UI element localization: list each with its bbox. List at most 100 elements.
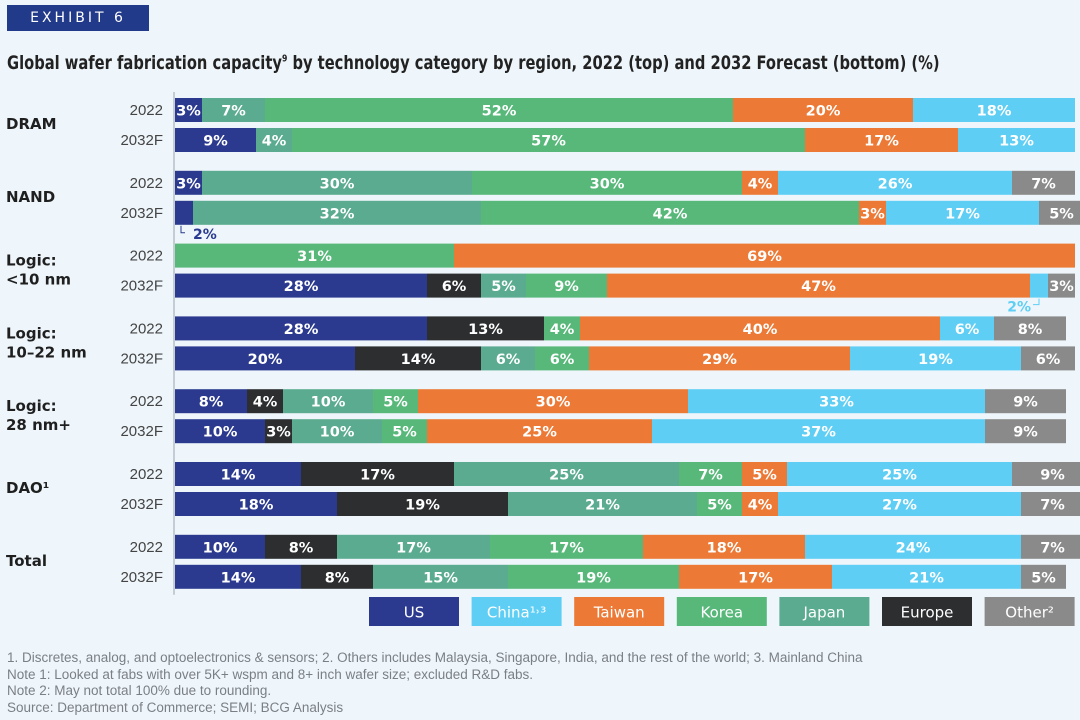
bar-value-label: 10% — [203, 540, 238, 556]
bar-segment-japan — [283, 389, 373, 414]
bar-segment-other — [1021, 564, 1066, 589]
bar-value-label: 9% — [1013, 395, 1038, 411]
bar-segment-other — [994, 316, 1066, 341]
group-label: Logic: — [6, 397, 57, 415]
bar-value-label: 5% — [491, 279, 516, 295]
bar-segment-us — [175, 316, 427, 341]
bar-value-label: 17% — [396, 540, 431, 556]
bar-segment-us — [175, 128, 256, 152]
bar-segment-taiwan — [580, 316, 940, 341]
bar-segment-other — [1012, 170, 1075, 195]
bar-value-label: 52% — [482, 104, 517, 120]
bar-value-label: 6% — [442, 279, 467, 295]
bar-value-label: 8% — [1018, 322, 1043, 338]
bar-segment-korea — [481, 200, 859, 225]
bar-value-label: 8% — [289, 540, 314, 556]
bar-segment-japan — [337, 534, 490, 559]
year-label: 2022 — [130, 539, 163, 556]
bar-segment-us — [175, 462, 301, 486]
bar-value-label: 13% — [468, 322, 503, 338]
bar-segment-taiwan — [454, 243, 1075, 268]
footnote-line: 1. Discretes, analog, and optoelectronic… — [7, 650, 863, 665]
bar-value-label: 17% — [360, 468, 395, 484]
bar-value-label: 19% — [576, 570, 611, 586]
group-label: <10 nm — [6, 271, 71, 289]
bar-value-label: 4% — [253, 395, 278, 411]
bar-value-label: 37% — [801, 425, 836, 441]
bar-value-label: 24% — [896, 540, 931, 556]
legend-label: Korea — [701, 604, 744, 622]
bar-segment-korea — [490, 534, 643, 559]
group-label: DAO¹ — [6, 479, 49, 497]
bar-segment-taiwan — [859, 200, 886, 225]
bar-segment-europe — [337, 492, 508, 516]
bar-value-label: 9% — [554, 279, 579, 295]
bar-value-label: 30% — [536, 395, 571, 411]
chart-title-rest: by technology category by region, 2022 (… — [287, 52, 940, 74]
bar-segment-taiwan — [607, 273, 1030, 298]
bar-segment-china — [652, 419, 985, 444]
bar-value-label: 15% — [423, 570, 458, 586]
bar-segment-taiwan — [589, 346, 850, 371]
bar-value-label: 3% — [860, 206, 885, 222]
bar-segment-japan — [292, 419, 382, 444]
bar-value-label: 25% — [522, 425, 557, 441]
bar-segment-taiwan — [742, 170, 778, 195]
year-label: 2032F — [120, 423, 163, 440]
bar-segment-other — [1021, 534, 1080, 559]
chart-title-main: Global wafer fabrication capacity — [7, 52, 282, 74]
bar-value-label: 14% — [221, 570, 256, 586]
bar-segment-us — [175, 492, 337, 516]
bar-segment-taiwan — [679, 564, 832, 589]
bar-segment-taiwan — [733, 98, 913, 122]
year-label: 2022 — [130, 393, 163, 410]
bar-segment-korea — [679, 462, 742, 486]
bar-value-label: 4% — [550, 322, 575, 338]
bar-segment-europe — [265, 534, 337, 559]
bar-value-label: 18% — [977, 104, 1012, 120]
bar-value-label: 30% — [320, 176, 355, 192]
bar-segment-china — [805, 534, 1021, 559]
bar-value-label: 5% — [392, 425, 417, 441]
legend-swatch-korea — [676, 597, 767, 626]
bar-segment-us — [175, 98, 202, 122]
bar-value-label: 27% — [882, 498, 917, 514]
group-label: Logic: — [6, 252, 57, 270]
bar-segment-taiwan — [805, 128, 958, 152]
legend-swatch-japan — [779, 597, 870, 626]
bar-value-label: 69% — [747, 249, 782, 265]
bar-segment-korea — [175, 243, 454, 268]
bar-segment-china — [787, 462, 1012, 486]
legend-swatch-other — [984, 597, 1075, 626]
bar-segment-korea — [292, 128, 805, 152]
bar-segment-korea — [508, 564, 679, 589]
bar-segment-us — [175, 200, 193, 225]
bar-value-label: 17% — [864, 134, 899, 150]
bar-segment-us — [175, 273, 427, 298]
bar-segment-china — [850, 346, 1021, 371]
bar-segment-other — [1021, 492, 1080, 516]
legend-swatch-europe — [882, 597, 972, 626]
bar-value-label: 30% — [590, 176, 625, 192]
bar-value-label: 17% — [945, 206, 980, 222]
bar-value-label: 5% — [383, 395, 408, 411]
bar-segment-taiwan — [742, 492, 778, 516]
bar-value-label: 5% — [1031, 570, 1056, 586]
group-label: 10–22 nm — [6, 343, 87, 361]
bar-value-label: 29% — [702, 352, 737, 368]
bar-segment-japan — [481, 346, 535, 371]
legend-swatch-taiwan — [574, 597, 665, 626]
bar-value-label: 13% — [999, 134, 1034, 150]
bar-value-label: 5% — [752, 468, 777, 484]
bar-value-label: 9% — [1013, 425, 1038, 441]
bar-segment-europe — [301, 462, 454, 486]
bar-segment-other — [1048, 273, 1075, 298]
bar-segment-japan — [256, 128, 292, 152]
group-label: 28 nm+ — [6, 416, 71, 434]
legend-label: US — [404, 604, 425, 622]
bar-value-label: 8% — [199, 395, 224, 411]
bar-segment-korea — [373, 389, 418, 414]
bar-value-label: 9% — [1040, 468, 1065, 484]
bar-segment-korea — [697, 492, 742, 516]
bar-value-label: 7% — [221, 104, 246, 120]
